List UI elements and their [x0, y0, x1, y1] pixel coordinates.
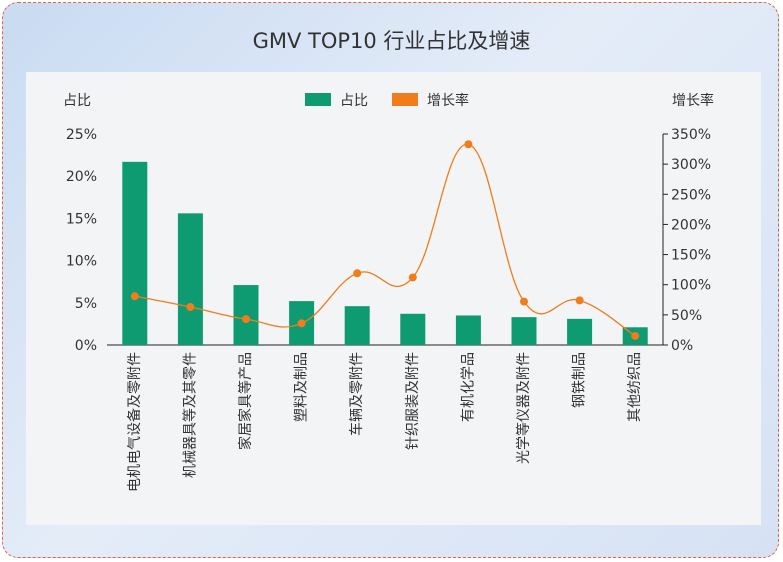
- left-tick-label: 0%: [75, 338, 97, 354]
- growth-point: [242, 315, 250, 324]
- legend-label-line: 增长率: [427, 92, 469, 109]
- bar: [400, 313, 426, 345]
- x-tick-label: 针织服装及附件: [405, 352, 421, 450]
- growth-point: [297, 319, 306, 328]
- bar: [344, 306, 370, 345]
- legend: 占比 增长率: [305, 92, 469, 109]
- growth-point: [575, 296, 584, 305]
- x-tick-label: 其他纺织品: [627, 352, 643, 422]
- x-tick-label: 有机化学品: [460, 352, 476, 422]
- growth-point: [186, 303, 195, 312]
- x-tick-label: 光学等仪器及附件: [515, 352, 532, 464]
- growth-point: [464, 140, 473, 149]
- legend-swatch-bar: [305, 93, 331, 106]
- left-tick-label: 15%: [66, 211, 97, 227]
- right-tick-label: 300%: [671, 157, 711, 173]
- legend-label-bar: 占比: [340, 93, 368, 109]
- right-axis-label: 增长率: [672, 92, 714, 109]
- left-axis-ticks: 0% 5% 10% 15% 20% 25%: [66, 127, 97, 354]
- bar: [177, 213, 203, 345]
- right-tick-label: 0%: [671, 338, 693, 354]
- x-tick-label: 机械器具等及其零件: [181, 352, 198, 478]
- bar: [455, 315, 481, 345]
- x-tick-label: 电机电气设备及零附件: [126, 352, 143, 492]
- x-tick-label: 家居家具等产品: [237, 352, 254, 450]
- growth-rate-line: [134, 143, 636, 337]
- left-tick-label: 5%: [75, 296, 97, 312]
- right-tick-label: 150%: [671, 248, 711, 264]
- bar: [511, 317, 537, 345]
- left-tick-label: 25%: [66, 127, 97, 143]
- left-tick-label: 20%: [66, 169, 97, 185]
- growth-point: [520, 297, 528, 306]
- bar-series: [122, 161, 648, 345]
- right-tick-label: 250%: [671, 187, 711, 203]
- left-tick-label: 10%: [66, 254, 97, 270]
- right-tick-label: 50%: [671, 308, 702, 324]
- bar: [122, 161, 148, 345]
- x-axis-labels: 电机电气设备及零附件 机械器具等及其零件 家居家具等产品 塑料及制品 车辆及零附件 针织服…: [126, 352, 643, 492]
- chart-title: GMV TOP10 行业占比及增速: [252, 29, 531, 53]
- right-tick-label: 350%: [671, 127, 711, 143]
- bar: [233, 285, 259, 345]
- right-tick-label: 100%: [671, 278, 711, 294]
- bar: [567, 318, 593, 345]
- x-tick-label: 塑料及制品: [294, 352, 310, 422]
- x-tick-label: 钢铁制品: [572, 352, 588, 408]
- growth-rate-points: [130, 140, 640, 340]
- growth-point: [130, 292, 139, 301]
- right-axis-ticks: 0% 50% 100% 150% 200% 250% 300% 350%: [663, 127, 711, 354]
- left-axis-label: 占比: [63, 93, 91, 109]
- growth-point: [408, 273, 417, 282]
- growth-point: [353, 269, 362, 278]
- x-tick-label: 车辆及零附件: [348, 352, 365, 436]
- right-tick-label: 200%: [671, 217, 711, 233]
- legend-swatch-line: [392, 93, 418, 106]
- growth-point: [631, 331, 640, 340]
